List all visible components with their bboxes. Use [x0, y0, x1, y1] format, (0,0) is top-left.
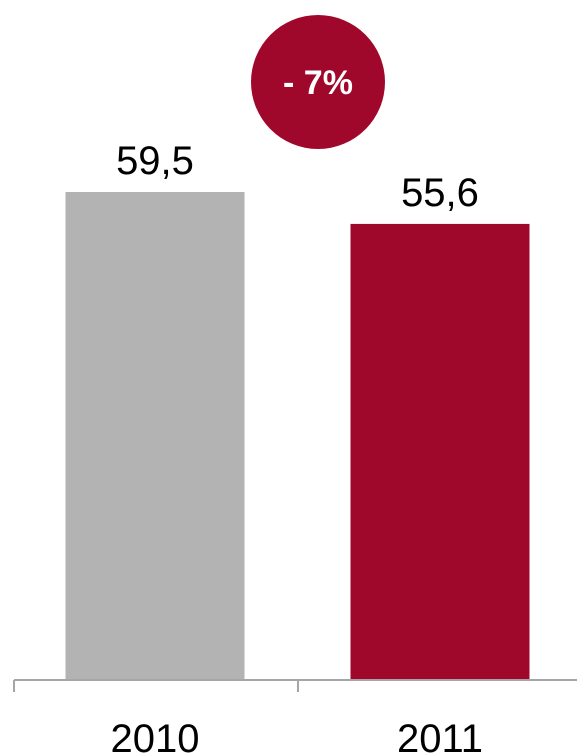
bar-2011 — [350, 223, 530, 679]
bar-2010 — [65, 192, 245, 679]
x-tick-label-2011: 2011 — [397, 717, 483, 756]
change-badge-text: - 7% — [283, 64, 353, 102]
change-badge — [251, 15, 385, 149]
x-tick-label-2010: 2010 — [111, 717, 200, 756]
value-label-2011: 55,6 — [401, 171, 479, 215]
value-label-2010: 59,5 — [116, 139, 194, 183]
